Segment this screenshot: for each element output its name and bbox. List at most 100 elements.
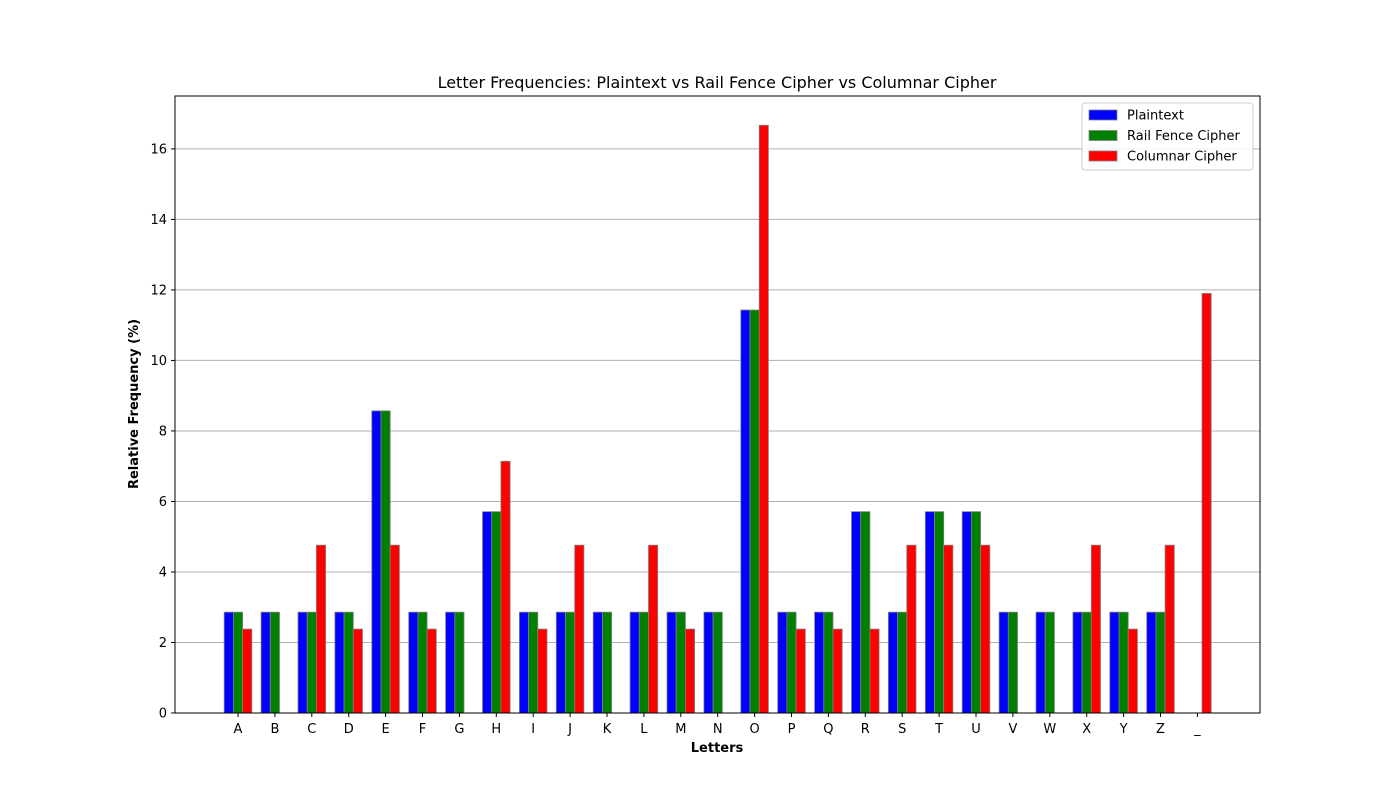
- x-tick-label: B: [270, 722, 279, 737]
- bar-columnar-cipher-R: [869, 628, 880, 714]
- bar-plaintext-Q: [814, 611, 825, 714]
- bar-plaintext-O: [740, 309, 751, 714]
- x-axis: A B C D E F G H I J K L M N O P Q R S T U V W X Y Z _: [234, 713, 1201, 737]
- bar-columnar-cipher-H: [500, 460, 511, 714]
- x-tick-label: Q: [823, 722, 833, 737]
- x-axis-label: Letters: [691, 741, 744, 756]
- bar-plaintext-H: [482, 511, 493, 714]
- x-tick-label: G: [454, 722, 464, 737]
- bar-rail-fence-cipher-C: [306, 611, 317, 714]
- x-tick-label: N: [713, 722, 723, 737]
- bar-plaintext-N: [703, 611, 714, 714]
- legend-swatch: [1088, 130, 1118, 141]
- bar-rail-fence-cipher-S: [897, 611, 908, 714]
- bar-columnar-cipher-S: [906, 544, 917, 714]
- bar-plaintext-G: [445, 611, 456, 714]
- bar-columnar-cipher-D: [352, 628, 363, 714]
- x-tick-label: Y: [1119, 722, 1128, 737]
- bar-plaintext-T: [924, 511, 935, 714]
- bar-columnar-cipher-A: [242, 628, 253, 714]
- x-tick-label: O: [749, 722, 759, 737]
- y-tick-label: 6: [159, 495, 167, 510]
- x-tick-label: D: [344, 722, 354, 737]
- bar-rail-fence-cipher-N: [712, 611, 723, 714]
- y-axis-label: Relative Frequency (%): [127, 319, 142, 489]
- x-tick-label: J: [567, 722, 572, 737]
- bar-plaintext-B: [260, 611, 271, 714]
- bar-plaintext-Z: [1146, 611, 1157, 714]
- bar-rail-fence-cipher-E: [380, 410, 391, 714]
- bar-rail-fence-cipher-O: [749, 309, 760, 714]
- bar-rail-fence-cipher-X: [1081, 611, 1092, 714]
- bar-columnar-cipher-T: [943, 544, 954, 714]
- bar-rail-fence-cipher-I: [528, 611, 539, 714]
- x-tick-label: Z: [1156, 722, 1165, 737]
- bar-rail-fence-cipher-L: [638, 611, 649, 714]
- bar-rail-fence-cipher-B: [269, 611, 280, 714]
- bar-columnar-cipher-C: [315, 544, 326, 714]
- bar-columnar-cipher-_: [1201, 293, 1212, 714]
- bar-plaintext-W: [1035, 611, 1046, 714]
- bar-plaintext-V: [998, 611, 1009, 714]
- y-tick-label: 8: [159, 424, 167, 439]
- y-axis: 0 2 4 6 8 10 12 14 16: [150, 142, 175, 722]
- bar-plaintext-X: [1072, 611, 1083, 714]
- y-tick-label: 12: [150, 283, 167, 298]
- bar-plaintext-F: [408, 611, 419, 714]
- y-tick-label: 16: [150, 142, 167, 157]
- chart-title: Letter Frequencies: Plaintext vs Rail Fe…: [438, 73, 997, 92]
- bar-plaintext-S: [888, 611, 899, 714]
- bar-columnar-cipher-Z: [1164, 544, 1175, 714]
- bar-rail-fence-cipher-T: [934, 511, 945, 714]
- x-tick-label: _: [1193, 722, 1201, 737]
- bar-columnar-cipher-Q: [832, 628, 843, 714]
- bar-columnar-cipher-U: [980, 544, 991, 714]
- legend-swatch: [1088, 150, 1118, 162]
- x-tick-label: A: [234, 722, 243, 737]
- bar-plaintext-J: [555, 611, 566, 714]
- legend-label: Columnar Cipher: [1127, 150, 1237, 165]
- bar-columnar-cipher-X: [1090, 544, 1101, 714]
- bars: [223, 124, 1212, 714]
- bar-plaintext-L: [629, 611, 640, 714]
- bar-rail-fence-cipher-W: [1044, 611, 1055, 714]
- y-tick-label: 14: [150, 213, 167, 228]
- bar-columnar-cipher-M: [685, 628, 696, 714]
- bar-plaintext-A: [223, 611, 234, 714]
- bar-plaintext-C: [297, 611, 308, 714]
- bar-columnar-cipher-P: [795, 628, 806, 714]
- bar-columnar-cipher-O: [758, 124, 769, 714]
- x-tick-label: X: [1082, 722, 1091, 737]
- bar-rail-fence-cipher-H: [491, 511, 502, 714]
- bar-rail-fence-cipher-R: [860, 511, 871, 714]
- legend-label: Plaintext: [1127, 109, 1184, 124]
- bar-rail-fence-cipher-Q: [823, 611, 834, 714]
- bar-columnar-cipher-J: [574, 544, 585, 714]
- bar-columnar-cipher-L: [648, 544, 659, 714]
- y-tick-label: 0: [159, 707, 167, 722]
- bar-rail-fence-cipher-Y: [1118, 611, 1129, 714]
- x-tick-label: U: [971, 722, 981, 737]
- x-tick-label: S: [898, 722, 906, 737]
- y-tick-label: 10: [150, 354, 167, 369]
- x-tick-label: H: [491, 722, 501, 737]
- x-tick-label: T: [934, 722, 943, 737]
- bar-rail-fence-cipher-U: [971, 511, 982, 714]
- bar-rail-fence-cipher-G: [454, 611, 465, 714]
- bar-rail-fence-cipher-A: [232, 611, 243, 714]
- bar-rail-fence-cipher-P: [786, 611, 797, 714]
- bar-plaintext-I: [519, 611, 530, 714]
- bar-rail-fence-cipher-K: [602, 611, 613, 714]
- x-tick-label: V: [1008, 722, 1017, 737]
- bar-rail-fence-cipher-M: [675, 611, 686, 714]
- y-tick-label: 4: [159, 565, 167, 580]
- bar-columnar-cipher-E: [389, 544, 400, 714]
- x-tick-label: F: [419, 722, 426, 737]
- bar-plaintext-M: [666, 611, 677, 714]
- x-tick-label: K: [603, 722, 612, 737]
- bar-rail-fence-cipher-V: [1007, 611, 1018, 714]
- x-tick-label: P: [788, 722, 796, 737]
- legend: Plaintext Rail Fence Cipher Columnar Ciphe…: [1081, 102, 1254, 171]
- bar-rail-fence-cipher-Z: [1155, 611, 1166, 714]
- x-tick-label: L: [640, 722, 648, 737]
